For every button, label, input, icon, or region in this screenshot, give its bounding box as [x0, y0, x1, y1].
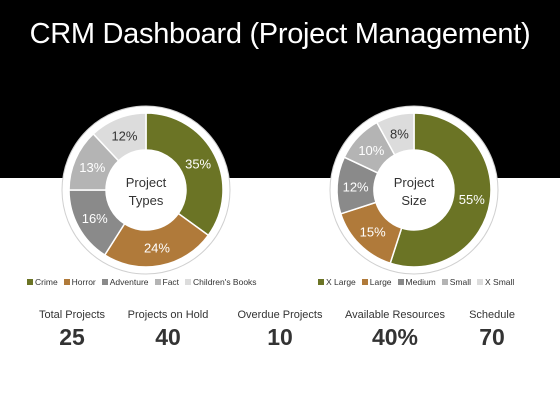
legend-item: Fact — [154, 277, 180, 287]
legend-item: Crime — [27, 277, 58, 287]
project-types-legend: Crime Horror Adventure Fact Children's Books — [27, 277, 257, 287]
legend-item: Horror — [63, 277, 96, 287]
kpi-label: Overdue Projects — [237, 309, 323, 321]
legend-item: Medium — [397, 277, 436, 287]
kpi-label: Schedule — [469, 309, 515, 321]
slice-value-label: 24% — [144, 240, 170, 255]
kpi-value: 40 — [155, 324, 181, 350]
donut-center-label: Project — [394, 175, 435, 190]
donut-slice-x-large — [389, 112, 492, 268]
legend-label: Medium — [405, 277, 436, 287]
slice-value-label: 10% — [358, 143, 384, 158]
donut-hole — [107, 151, 185, 229]
legend-swatch — [101, 279, 108, 285]
donut-center-label: Project — [126, 175, 167, 190]
legend-swatch — [154, 279, 161, 285]
kpi-label: Projects on Hold — [127, 309, 209, 321]
kpi-total-projects: Total Projects 25 — [17, 309, 127, 351]
donut-slice-x-small — [375, 112, 415, 156]
legend-swatch — [477, 279, 484, 285]
legend-label: Children's Books — [193, 277, 257, 287]
project-size-donut: 55% 15% 12% 10% 8% Project Size — [329, 105, 499, 275]
kpi-label: Available Resources — [344, 309, 446, 321]
legend-swatch — [63, 279, 70, 285]
kpi-value: 25 — [59, 324, 85, 350]
kpi-available-resources: Available Resources 40% — [340, 309, 450, 351]
legend-label: Large — [369, 277, 392, 287]
slice-value-label: 12% — [111, 129, 137, 144]
legend-item: Small — [441, 277, 472, 287]
slice-value-label: 55% — [459, 192, 485, 207]
legend-swatch — [361, 279, 368, 285]
legend-item: Large — [361, 277, 392, 287]
slice-value-label: 35% — [185, 156, 211, 171]
legend-label: X Small — [485, 277, 515, 287]
kpi-value: 70 — [479, 324, 505, 350]
kpi-projects-on-hold: Projects on Hold 40 — [113, 309, 223, 351]
kpi-label: Total Projects — [38, 309, 106, 321]
legend-label: Small — [449, 277, 472, 287]
legend-label: Horror — [71, 277, 96, 287]
legend-item: Adventure — [101, 277, 149, 287]
legend-swatch — [185, 279, 192, 285]
legend-swatch — [441, 279, 448, 285]
legend-label: X Large — [326, 277, 356, 287]
kpi-row: Total Projects 25 Projects on Hold 40 Ov… — [0, 309, 560, 369]
donut-slice-children-s-books — [92, 112, 147, 162]
kpi-value: 10 — [267, 324, 293, 350]
dashboard-title: CRM Dashboard (Project Management) — [29, 18, 531, 50]
kpi-schedule: Schedule 70 — [437, 309, 547, 351]
donut-center-label: Types — [129, 193, 164, 208]
slice-value-label: 16% — [82, 211, 108, 226]
donut-center-label: Size — [401, 193, 426, 208]
slice-value-label: 15% — [360, 224, 386, 239]
legend-swatch — [318, 279, 324, 285]
slice-value-label: 12% — [343, 179, 369, 194]
slice-value-label: 13% — [79, 160, 105, 175]
kpi-overdue-projects: Overdue Projects 10 — [225, 309, 335, 351]
legend-label: Fact — [162, 277, 180, 287]
legend-label: Adventure — [109, 277, 149, 287]
kpi-value: 40% — [371, 324, 419, 350]
legend-item: X Large — [318, 277, 356, 287]
project-types-donut: 35% 24% 16% 13% 12% Project Types — [61, 105, 231, 275]
donut-hole — [375, 151, 453, 229]
legend-swatch — [397, 279, 404, 285]
legend-swatch — [27, 279, 33, 285]
legend-item: Children's Books — [185, 277, 257, 287]
legend-item: X Small — [477, 277, 514, 287]
donut-slice-crime — [145, 112, 224, 237]
legend-label: Crime — [35, 277, 58, 287]
project-size-legend: X Large Large Medium Small X Small — [318, 277, 514, 287]
slice-value-label: 8% — [390, 126, 409, 141]
